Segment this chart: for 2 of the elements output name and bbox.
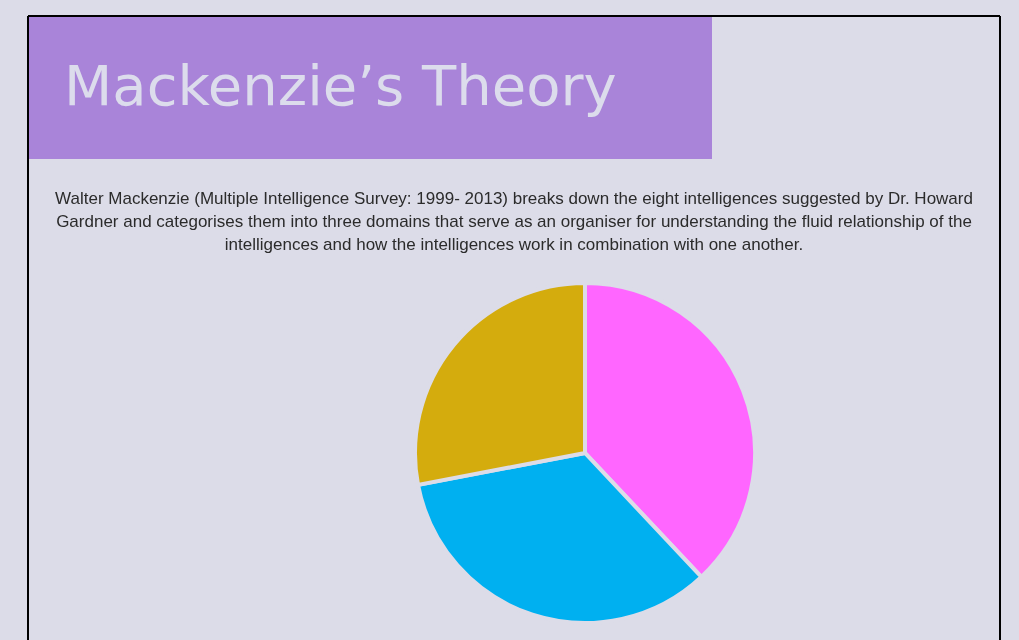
- chart-subtitle: Walter Mackenzie (Multiple Intelligence Survey: 1999- 2013) breaks down the eight intelligences suggested by Dr. Howard Gardner and categorises them into three domains that serve as an organiser for understanding the fluid relationship of the intelligences and how the intelligences work in combination with one another.: [55, 189, 973, 254]
- chart-title: Mackenzie’s Theory: [64, 53, 617, 118]
